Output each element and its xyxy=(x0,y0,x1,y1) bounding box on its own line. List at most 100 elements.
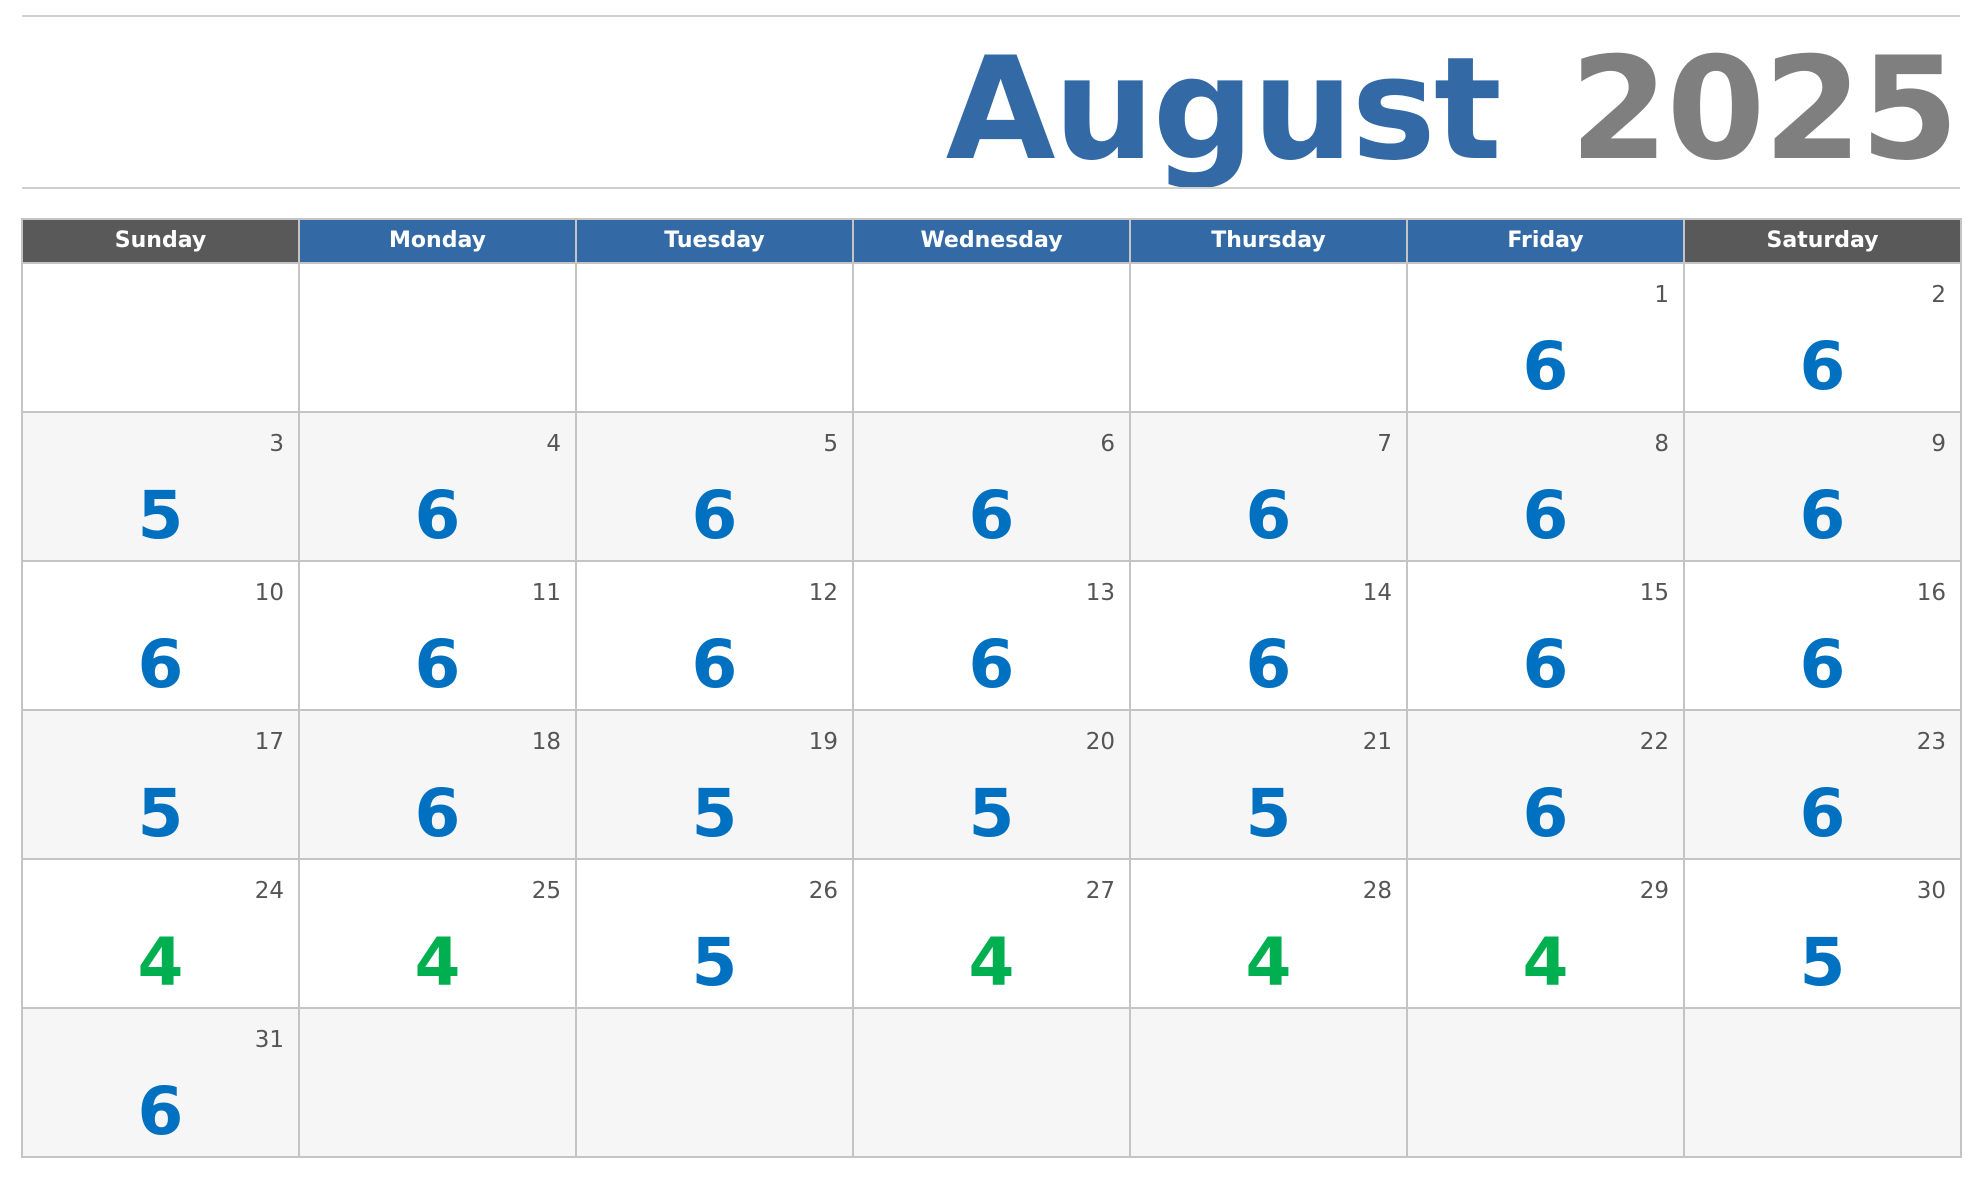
day-value: 6 xyxy=(1522,328,1569,405)
day-value: 4 xyxy=(1245,924,1292,1001)
day-value: 4 xyxy=(968,924,1015,1001)
day-value: 6 xyxy=(968,477,1015,554)
day-cell[interactable]: 11 6 xyxy=(300,562,577,711)
empty-cell xyxy=(1131,1009,1408,1158)
day-cell[interactable]: 12 6 xyxy=(577,562,854,711)
day-number: 2 xyxy=(1931,282,1946,308)
day-cell[interactable]: 15 6 xyxy=(1408,562,1685,711)
day-cell[interactable]: 23 6 xyxy=(1685,711,1962,860)
day-cell[interactable]: 17 5 xyxy=(23,711,300,860)
day-value: 6 xyxy=(1799,626,1846,703)
day-number: 1 xyxy=(1654,282,1669,308)
day-value: 6 xyxy=(1245,477,1292,554)
day-cell[interactable]: 19 5 xyxy=(577,711,854,860)
day-value: 5 xyxy=(137,775,184,852)
day-number: 18 xyxy=(531,729,561,755)
weekday-header-monday: Monday xyxy=(300,220,577,264)
empty-cell xyxy=(577,264,854,413)
day-value: 4 xyxy=(414,924,461,1001)
day-cell[interactable]: 29 4 xyxy=(1408,860,1685,1009)
day-value: 6 xyxy=(414,477,461,554)
day-cell[interactable]: 10 6 xyxy=(23,562,300,711)
day-value: 6 xyxy=(137,1073,184,1150)
day-number: 22 xyxy=(1639,729,1669,755)
empty-cell xyxy=(577,1009,854,1158)
day-number: 19 xyxy=(808,729,838,755)
month-title: August xyxy=(945,27,1502,192)
day-number: 27 xyxy=(1085,878,1115,904)
day-cell[interactable]: 31 6 xyxy=(23,1009,300,1158)
day-value: 5 xyxy=(1245,775,1292,852)
calendar-grid: Sunday Monday Tuesday Wednesday Thursday Frid… xyxy=(21,218,1962,1158)
day-number: 8 xyxy=(1654,431,1669,457)
day-value: 6 xyxy=(1799,477,1846,554)
day-value: 6 xyxy=(1245,626,1292,703)
day-number: 14 xyxy=(1362,580,1392,606)
day-value: 5 xyxy=(691,775,738,852)
empty-cell xyxy=(854,264,1131,413)
day-cell[interactable]: 20 5 xyxy=(854,711,1131,860)
day-number: 5 xyxy=(823,431,838,457)
day-value: 6 xyxy=(691,626,738,703)
day-value: 5 xyxy=(691,924,738,1001)
day-value: 5 xyxy=(137,477,184,554)
day-value: 6 xyxy=(414,775,461,852)
weekday-header-sunday: Sunday xyxy=(23,220,300,264)
day-number: 17 xyxy=(254,729,284,755)
day-number: 20 xyxy=(1085,729,1115,755)
day-number: 7 xyxy=(1377,431,1392,457)
day-cell[interactable]: 26 5 xyxy=(577,860,854,1009)
weekday-header-thursday: Thursday xyxy=(1131,220,1408,264)
day-number: 3 xyxy=(269,431,284,457)
day-number: 25 xyxy=(531,878,561,904)
weekday-header-saturday: Saturday xyxy=(1685,220,1962,264)
year-title: 2025 xyxy=(1569,27,1959,192)
day-cell[interactable]: 14 6 xyxy=(1131,562,1408,711)
day-value: 6 xyxy=(137,626,184,703)
day-value: 4 xyxy=(137,924,184,1001)
day-cell[interactable]: 30 5 xyxy=(1685,860,1962,1009)
top-divider xyxy=(22,15,1960,17)
empty-cell xyxy=(23,264,300,413)
day-value: 6 xyxy=(691,477,738,554)
day-cell[interactable]: 21 5 xyxy=(1131,711,1408,860)
day-value: 6 xyxy=(1522,477,1569,554)
weekday-header-tuesday: Tuesday xyxy=(577,220,854,264)
empty-cell xyxy=(1685,1009,1962,1158)
day-number: 28 xyxy=(1362,878,1392,904)
day-cell[interactable]: 13 6 xyxy=(854,562,1131,711)
empty-cell xyxy=(300,264,577,413)
day-cell[interactable]: 24 4 xyxy=(23,860,300,1009)
day-cell[interactable]: 27 4 xyxy=(854,860,1131,1009)
day-number: 9 xyxy=(1931,431,1946,457)
day-cell[interactable]: 22 6 xyxy=(1408,711,1685,860)
page-title: August 2025 xyxy=(945,27,1959,192)
day-number: 24 xyxy=(254,878,284,904)
day-value: 6 xyxy=(968,626,1015,703)
day-value: 4 xyxy=(1522,924,1569,1001)
day-value: 5 xyxy=(1799,924,1846,1001)
day-value: 6 xyxy=(1799,328,1846,405)
day-number: 13 xyxy=(1085,580,1115,606)
day-cell[interactable]: 16 6 xyxy=(1685,562,1962,711)
day-number: 6 xyxy=(1100,431,1115,457)
day-number: 16 xyxy=(1916,580,1946,606)
day-number: 21 xyxy=(1362,729,1392,755)
day-cell[interactable]: 18 6 xyxy=(300,711,577,860)
day-cell[interactable]: 25 4 xyxy=(300,860,577,1009)
weekday-header-friday: Friday xyxy=(1408,220,1685,264)
day-value: 5 xyxy=(968,775,1015,852)
title-divider xyxy=(22,187,1960,189)
day-number: 4 xyxy=(546,431,561,457)
day-cell[interactable]: 28 4 xyxy=(1131,860,1408,1009)
day-value: 6 xyxy=(414,626,461,703)
